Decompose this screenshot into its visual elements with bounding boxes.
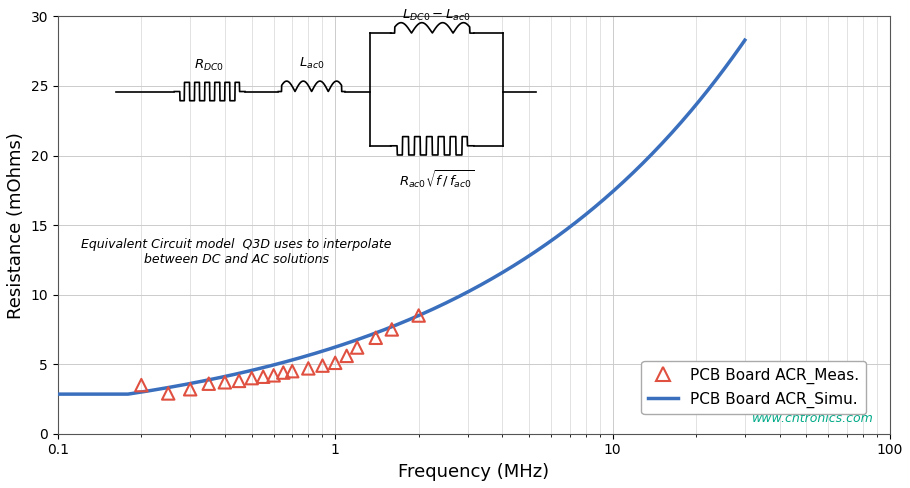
Text: $R_{DC0}$: $R_{DC0}$ — [194, 58, 224, 73]
Point — [232, 377, 247, 385]
Point — [217, 378, 232, 386]
Point — [339, 352, 354, 360]
Text: Equivalent Circuit model  Q3D uses to interpolate
between DC and AC solutions: Equivalent Circuit model Q3D uses to int… — [82, 238, 392, 265]
Text: $L_{DC0} - L_{ac0}$: $L_{DC0} - L_{ac0}$ — [402, 8, 470, 22]
Point — [256, 373, 270, 381]
Point — [267, 371, 281, 379]
Point — [276, 368, 290, 376]
Point — [385, 325, 399, 333]
Text: $L_{ac0}$: $L_{ac0}$ — [298, 56, 324, 71]
Point — [285, 367, 299, 375]
Point — [315, 362, 329, 369]
Text: $R_{ac0}\sqrt{f\,/\,f_{ac0}}$: $R_{ac0}\sqrt{f\,/\,f_{ac0}}$ — [399, 169, 474, 191]
Point — [369, 334, 383, 342]
Point — [349, 344, 364, 351]
Legend: PCB Board ACR_Meas., PCB Board ACR_Simu.: PCB Board ACR_Meas., PCB Board ACR_Simu. — [642, 361, 865, 414]
Point — [245, 374, 259, 382]
Y-axis label: Resistance (mOhms): Resistance (mOhms) — [7, 132, 25, 319]
Point — [183, 386, 197, 393]
Point — [301, 365, 316, 372]
X-axis label: Frequency (MHz): Frequency (MHz) — [399, 463, 550, 481]
Point — [134, 381, 148, 389]
Text: www.cntronics.com: www.cntronics.com — [752, 412, 874, 426]
Point — [161, 389, 176, 397]
Point — [328, 359, 342, 366]
Point — [201, 380, 216, 387]
Point — [411, 312, 426, 320]
